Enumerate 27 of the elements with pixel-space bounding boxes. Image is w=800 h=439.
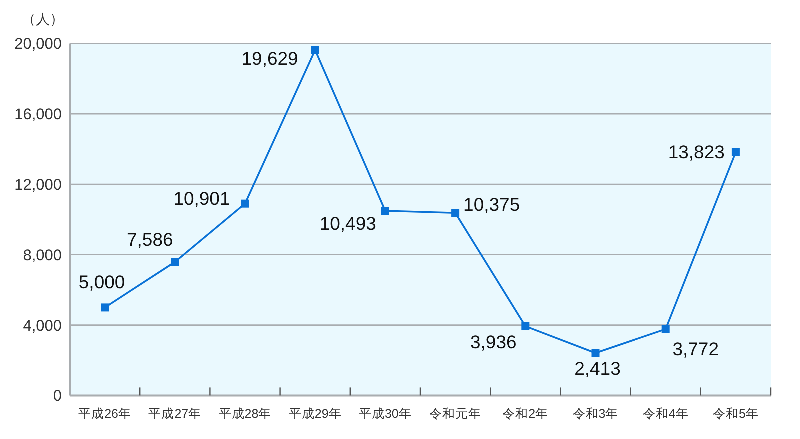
y-tick-label: 4,000 [23,318,62,335]
x-tick-label: 令和3年 [572,407,619,421]
x-tick-label: 平成30年 [359,407,412,421]
x-tick-label: 平成27年 [148,407,202,421]
data-label: 10,901 [174,188,230,209]
x-tick-label: 令和2年 [502,407,549,421]
data-label: 3,772 [672,338,719,360]
x-tick-label: 平成29年 [288,407,342,421]
data-label: 19,629 [242,48,298,70]
data-label: 7,586 [127,229,174,250]
data-label: 3,936 [470,331,517,352]
x-tick-label: 令和元年 [430,407,482,421]
x-tick-label: 令和4年 [642,407,689,421]
data-label: 5,000 [78,272,126,293]
y-tick-label: 12,000 [14,177,62,194]
x-tick-label: 平成26年 [78,407,132,421]
y-tick-label: 16,000 [14,106,62,124]
y-tick-label: 0 [53,388,62,406]
y-axis-title: （人） [22,11,64,27]
data-label: 13,823 [668,141,725,162]
x-tick-label: 令和5年 [712,407,759,421]
y-tick-label: 20,000 [14,36,62,54]
data-label: 10,493 [320,213,376,234]
data-label: 2,413 [574,358,621,380]
data-label: 10,375 [464,194,520,216]
x-tick-label: 平成28年 [218,407,272,421]
y-tick-label: 8,000 [23,247,62,264]
